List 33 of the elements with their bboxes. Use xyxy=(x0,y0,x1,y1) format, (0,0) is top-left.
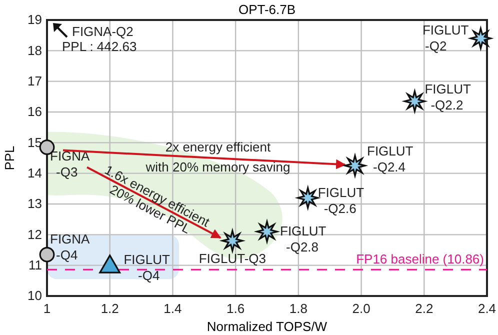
point xyxy=(39,246,55,262)
y-tick-label: 19 xyxy=(28,12,42,28)
x-tick-label: 2.2 xyxy=(415,301,434,316)
y-tick-label: 17 xyxy=(28,73,42,88)
annotation: FIGLUT -Q2 xyxy=(422,22,469,54)
x-tick-label: 1.8 xyxy=(289,301,308,316)
annotation: FIGLUT -Q2.2 xyxy=(424,81,471,112)
chart-title: OPT-6.7B xyxy=(238,2,296,17)
x-axis-title: Normalized TOPS/W xyxy=(206,319,328,334)
annotation: 2x energy efficient with 20% memory saving xyxy=(144,139,290,174)
y-tick-label: 16 xyxy=(28,104,42,120)
y-tick-label: 13 xyxy=(28,196,42,212)
y-tick-label: 12 xyxy=(28,226,42,242)
annotation: FIGNA -Q4 xyxy=(50,232,90,263)
y-tick-label: 10 xyxy=(28,288,42,304)
annotation: FIGNA-Q2 PPL : 442.63 xyxy=(62,24,137,54)
annotation: FIGLUT-Q3 xyxy=(198,250,266,266)
x-tick-label: 1.6 xyxy=(226,301,245,316)
annotation: FIGLUT -Q2.6 xyxy=(318,184,364,216)
annotation: FIGNA -Q3 xyxy=(50,148,90,180)
y-tick-label: 14 xyxy=(28,165,42,180)
y-tick-label: 18 xyxy=(28,42,42,58)
x-tick-label: 2.0 xyxy=(352,301,370,316)
x-tick-label: 1.4 xyxy=(164,301,182,316)
y-axis-title: PPL xyxy=(2,146,17,170)
annotation: FIGLUT -Q2.4 xyxy=(367,144,414,175)
x-tick-label: 1.2 xyxy=(100,301,119,316)
y-tick-label: 11 xyxy=(28,257,42,272)
x-tick-label: 1 xyxy=(43,301,51,316)
annotation: FIGLUT -Q2.8 xyxy=(280,224,326,255)
x-tick-label: 2.4 xyxy=(478,301,496,316)
ref-line-label: FP16 baseline (10.86) xyxy=(356,252,484,267)
annotation: FIGLUT -Q4 xyxy=(124,252,170,283)
